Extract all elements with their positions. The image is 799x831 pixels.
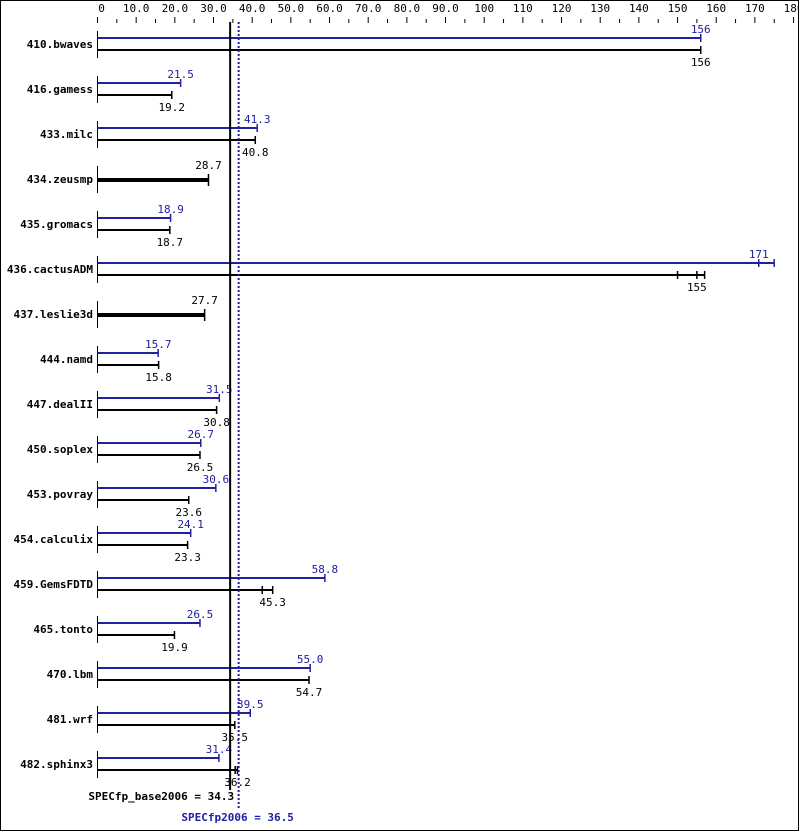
base-value-label: 18.7 <box>157 236 184 249</box>
benchmark-label: 454.calculix <box>14 533 94 546</box>
x-tick-label: 50.0 <box>278 2 305 15</box>
x-tick-label: 120 <box>552 2 572 15</box>
peak-value-label: 26.7 <box>187 428 214 441</box>
benchmark-row: 437.leslie3d 27.7 <box>14 294 218 328</box>
benchmark-label: 481.wrf <box>47 713 93 726</box>
x-tick-label: 170 <box>745 2 765 15</box>
benchmark-label: 434.zeusmp <box>27 173 94 186</box>
benchmark-label: 447.dealII <box>27 398 93 411</box>
benchmark-row: 450.soplex 26.7 26.5 <box>27 428 214 474</box>
benchmark-row: 447.dealII 31.5 30.8 <box>27 383 233 429</box>
benchmark-row: 435.gromacs 18.9 18.7 <box>20 203 184 249</box>
peak-value-label: 41.3 <box>244 113 271 126</box>
peak-value-label: 55.0 <box>297 653 324 666</box>
peak-value-label: 24.1 <box>177 518 204 531</box>
benchmark-label: 410.bwaves <box>27 38 93 51</box>
benchmark-label: 465.tonto <box>33 623 93 636</box>
x-tick-label: 0 <box>98 2 105 15</box>
x-tick-label: 80.0 <box>394 2 421 15</box>
x-tick-label: 20.0 <box>162 2 189 15</box>
benchmark-row: 444.namd 15.7 15.8 <box>40 338 172 384</box>
base-value-label: 45.3 <box>259 596 286 609</box>
x-tick-label: 70.0 <box>355 2 382 15</box>
benchmark-label: 436.cactusADM <box>7 263 93 276</box>
benchmark-label: 450.soplex <box>27 443 94 456</box>
x-tick-label: 160 <box>706 2 726 15</box>
benchmark-row: 459.GemsFDTD 58.8 45.3 <box>14 563 339 609</box>
x-tick-label: 90.0 <box>432 2 459 15</box>
base-value-label: 23.3 <box>174 551 201 564</box>
benchmark-row: 465.tonto 26.5 19.9 <box>33 608 213 654</box>
peak-value-label: 31.4 <box>206 743 233 756</box>
x-tick-label: 30.0 <box>200 2 227 15</box>
base-mean-label: SPECfp_base2006 = 34.3 <box>88 790 234 803</box>
x-tick-label: 60.0 <box>316 2 343 15</box>
benchmark-label: 459.GemsFDTD <box>14 578 94 591</box>
benchmark-label: 444.namd <box>40 353 93 366</box>
base-value-label: 54.7 <box>296 686 323 699</box>
base-value-label: 36.2 <box>224 776 251 789</box>
benchmark-row: 434.zeusmp 28.7 <box>27 159 222 193</box>
base-value-label: 30.8 <box>203 416 230 429</box>
benchmark-rows: 410.bwaves 156 156 416.gamess 21.5 19.2 433.mi… <box>7 23 775 789</box>
peak-value-label: 30.6 <box>203 473 230 486</box>
peak-value-label: 171 <box>749 248 769 261</box>
benchmark-label: 437.leslie3d <box>14 308 93 321</box>
base-value-label: 40.8 <box>242 146 269 159</box>
base-value-label: 19.9 <box>161 641 188 654</box>
peak-value-label: 21.5 <box>167 68 194 81</box>
benchmark-row: 416.gamess 21.5 19.2 <box>27 68 194 114</box>
x-tick-label: 150 <box>668 2 688 15</box>
peak-value-label: 39.5 <box>237 698 264 711</box>
peak-value-label: 26.5 <box>187 608 214 621</box>
benchmark-row: 453.povray 30.6 23.6 <box>27 473 229 519</box>
benchmark-label: 435.gromacs <box>20 218 93 231</box>
x-tick-label: 110 <box>513 2 533 15</box>
base-value-label: 23.6 <box>176 506 203 519</box>
base-value-label: 19.2 <box>158 101 185 114</box>
base-value-label: 15.8 <box>145 371 172 384</box>
base-value-label: 27.7 <box>191 294 218 307</box>
benchmark-label: 416.gamess <box>27 83 93 96</box>
benchmark-row: 436.cactusADM 171 155 <box>7 248 775 294</box>
benchmark-row: 470.lbm 55.0 54.7 <box>47 653 324 699</box>
base-value-label: 28.7 <box>195 159 222 172</box>
benchmark-label: 482.sphinx3 <box>20 758 93 771</box>
base-value-label: 156 <box>691 56 711 69</box>
peak-value-label: 15.7 <box>145 338 172 351</box>
x-axis: 0 10.0 20.0 30.0 40.0 50.0 60.0 70.0 80.0 90.0 100… <box>97 2 799 23</box>
peak-value-label: 31.5 <box>206 383 233 396</box>
x-tick-label: 180 <box>784 2 799 15</box>
base-value-label: 155 <box>687 281 707 294</box>
mean-lines <box>229 22 240 810</box>
peak-value-label: 58.8 <box>312 563 339 576</box>
benchmark-label: 470.lbm <box>47 668 94 681</box>
x-tick-label: 140 <box>629 2 649 15</box>
x-tick-label: 100 <box>474 2 494 15</box>
benchmark-label: 453.povray <box>27 488 94 501</box>
benchmark-label: 433.milc <box>40 128 93 141</box>
base-value-label: 26.5 <box>187 461 214 474</box>
x-tick-label: 130 <box>590 2 610 15</box>
x-tick-label: 10.0 <box>123 2 150 15</box>
base-value-label: 35.5 <box>222 731 249 744</box>
benchmark-row: 454.calculix 24.1 23.3 <box>14 518 204 564</box>
x-tick-label: 40.0 <box>239 2 266 15</box>
peak-value-label: 18.9 <box>157 203 184 216</box>
peak-value-label: 156 <box>691 23 711 36</box>
peak-mean-label: SPECfp2006 = 36.5 <box>181 811 294 824</box>
benchmark-row: 410.bwaves 156 156 <box>27 23 711 69</box>
benchmark-row: 481.wrf 39.5 35.5 <box>47 698 264 744</box>
